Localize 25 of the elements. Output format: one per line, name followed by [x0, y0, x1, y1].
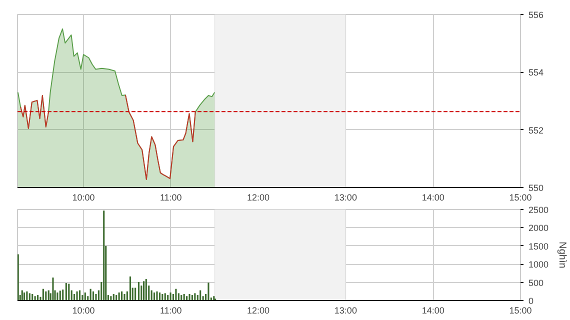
- x-tick-label: 14:00: [422, 192, 444, 202]
- y-tick-label: 1500: [528, 241, 549, 252]
- y-axis-title: Nghìn: [556, 242, 568, 268]
- x-tick-label: 13:00: [334, 306, 357, 316]
- x-tick-label: 10:00: [72, 306, 95, 316]
- y-tick-label: 554: [528, 68, 544, 78]
- y-tick-label: 1000: [528, 260, 549, 270]
- x-tick-label: 11:00: [160, 192, 182, 202]
- y-tick-label: 2000: [528, 223, 549, 234]
- x-tick-label: 12:00: [247, 192, 270, 202]
- line-series: [20, 95, 50, 129]
- y-tick-label: 552: [528, 125, 544, 136]
- x-tick-label: 11:00: [160, 306, 182, 316]
- y-tick-label: 500: [528, 278, 544, 288]
- line-series: [124, 94, 196, 180]
- x-tick-label: 15:00: [509, 306, 532, 316]
- x-tick-label: 14:00: [422, 306, 444, 316]
- y-tick-label: 0: [528, 296, 534, 306]
- x-tick-label: 10:00: [72, 192, 95, 202]
- y-tick-label: 550: [528, 183, 544, 193]
- x-tick-label: 12:00: [247, 306, 270, 316]
- x-tick-label: 15:00: [509, 192, 532, 202]
- x-tick-label: 13:00: [334, 192, 357, 202]
- y-tick-label: 2500: [528, 205, 549, 215]
- y-tick-label: 556: [528, 10, 544, 20]
